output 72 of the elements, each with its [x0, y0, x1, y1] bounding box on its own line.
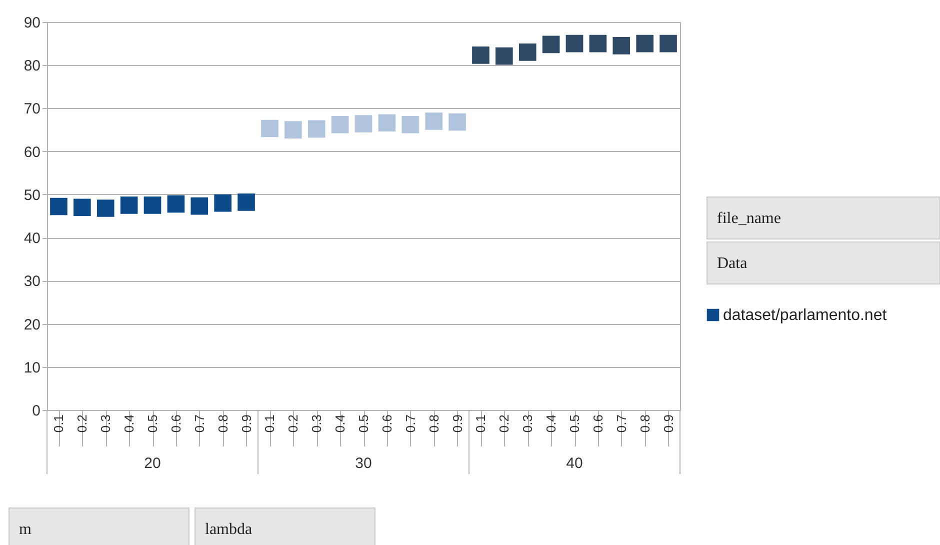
x-tick-label: 0.5: [356, 414, 371, 433]
point: [425, 112, 442, 130]
point: [636, 34, 654, 52]
point: [284, 121, 302, 138]
x-tick-label: 0.6: [379, 414, 394, 433]
text: 30: [355, 455, 372, 472]
x-tick-label: 0.8: [215, 414, 230, 433]
x-tick-label: 0.9: [660, 414, 676, 433]
x-tick-label: 0.2: [496, 414, 512, 433]
text: 20: [144, 455, 161, 472]
point: [96, 200, 114, 217]
text: Data: [717, 255, 748, 272]
point: [612, 37, 630, 54]
x-tick-label: 0.6: [590, 414, 606, 433]
x-tick-label: 0.4: [122, 414, 137, 433]
point: [214, 194, 232, 212]
point: [238, 194, 255, 211]
point: [74, 198, 91, 216]
x-tick-label: 0.2: [74, 414, 90, 433]
x-tick-label: 0.1: [262, 414, 278, 433]
y-tick-label: 70: [24, 100, 40, 118]
point: [589, 34, 607, 52]
point: [448, 113, 466, 131]
y-tick-label: 20: [24, 316, 40, 334]
point: [190, 197, 208, 215]
y-tick-label: 80: [24, 58, 40, 75]
point: [167, 195, 185, 213]
y-tick-label: 30: [24, 273, 40, 290]
x-tick-label: 0.1: [473, 414, 488, 433]
point: [472, 46, 490, 64]
point: [308, 120, 326, 138]
y-tick-label: 40: [24, 230, 40, 248]
y-tick-label: 10: [24, 359, 40, 376]
point: [144, 196, 162, 214]
point: [566, 34, 584, 52]
point: [378, 114, 396, 132]
point: [50, 198, 68, 216]
x-tick-label: 0.2: [286, 414, 301, 433]
x-tick-label: 0.7: [402, 414, 418, 433]
text: file_name: [717, 210, 781, 227]
x-tick-label: 0.8: [637, 414, 652, 433]
x-tick-label: 0.7: [192, 414, 207, 433]
y-tick-label: 90: [24, 14, 40, 32]
y-tick-label: 60: [24, 144, 40, 161]
point: [120, 196, 138, 214]
legend-label: dataset/parlamento.net: [723, 307, 888, 324]
x-tick-label: 0.6: [168, 414, 184, 433]
y-tick-label: 50: [24, 186, 40, 204]
x-tick-label: 0.7: [614, 414, 629, 433]
x-tick-label: 0.4: [544, 414, 559, 433]
point: [518, 44, 536, 61]
x-tick-label: 0.3: [520, 414, 536, 433]
text: 40: [566, 455, 583, 472]
x-tick-label: 0.3: [98, 414, 114, 433]
point: [660, 34, 677, 52]
point: [402, 116, 420, 134]
point: [496, 47, 513, 65]
text: lambda: [205, 521, 252, 538]
x-tick-label: 0.8: [426, 414, 442, 433]
x-tick-label: 0.5: [567, 414, 582, 433]
x-tick-label: 0.1: [51, 414, 66, 433]
y-tick-label: 0: [32, 402, 40, 420]
x-tick-label: 0.5: [145, 414, 160, 433]
text: m: [19, 521, 32, 538]
x-tick-label: 0.3: [309, 414, 324, 433]
point: [331, 116, 349, 134]
x-tick-label: 0.9: [238, 414, 254, 433]
point: [261, 120, 278, 138]
point: [354, 115, 372, 132]
x-tick-label: 0.9: [450, 414, 465, 433]
point: [542, 36, 560, 54]
x-tick-label: 0.4: [332, 414, 348, 433]
